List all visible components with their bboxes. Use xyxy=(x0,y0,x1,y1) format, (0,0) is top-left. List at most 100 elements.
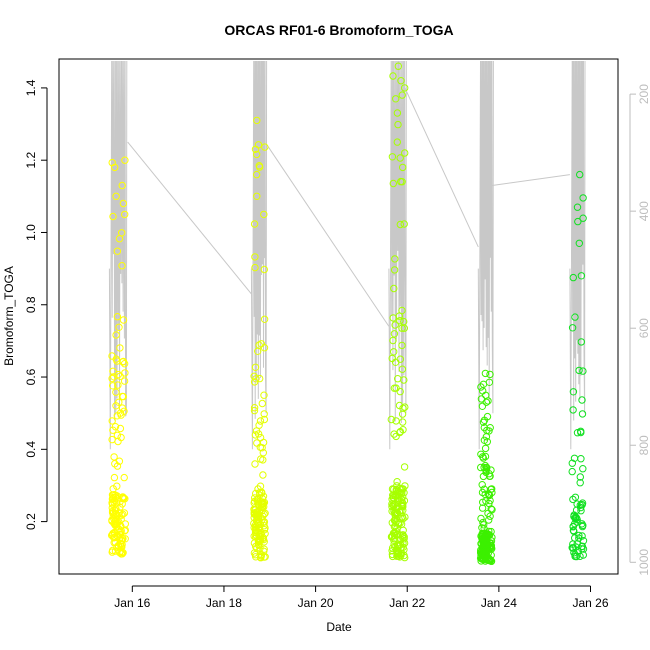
data-point xyxy=(118,550,127,558)
y-tick-label: 0.4 xyxy=(24,441,38,458)
data-point xyxy=(579,465,587,473)
data-point xyxy=(568,324,577,332)
data-point xyxy=(478,481,486,489)
data-point xyxy=(399,163,407,172)
data-point xyxy=(120,407,128,415)
data-point xyxy=(575,366,583,375)
data-point xyxy=(121,156,129,164)
data-point xyxy=(251,494,259,502)
data-point xyxy=(577,272,586,280)
data-point xyxy=(120,473,128,482)
data-point xyxy=(259,518,267,526)
data-point xyxy=(399,531,407,539)
data-point xyxy=(571,493,580,501)
y-tick-label: 1.4 xyxy=(24,79,38,96)
data-point xyxy=(481,490,489,499)
plot-frame xyxy=(58,58,619,575)
data-point xyxy=(391,321,399,329)
data-point xyxy=(572,552,581,561)
data-point xyxy=(387,415,395,424)
data-point xyxy=(477,540,485,548)
data-point xyxy=(250,505,258,513)
data-point xyxy=(113,462,122,470)
data-point xyxy=(576,552,584,560)
data-point xyxy=(109,367,117,375)
data-point xyxy=(399,485,407,493)
data-point xyxy=(110,491,118,499)
data-point xyxy=(387,533,396,541)
data-point xyxy=(573,203,582,211)
data-point xyxy=(111,423,120,431)
data-point xyxy=(396,220,404,229)
data-point xyxy=(254,528,262,536)
x-tick-label: Jan 20 xyxy=(298,596,334,610)
data-point xyxy=(480,416,489,424)
data-point xyxy=(118,262,126,270)
data-point xyxy=(396,317,404,325)
data-point xyxy=(396,536,404,544)
data-point xyxy=(259,449,267,457)
data-point xyxy=(482,533,490,542)
data-point xyxy=(108,352,116,360)
data-point xyxy=(401,513,409,521)
flight-4-points xyxy=(476,369,496,565)
data-point xyxy=(394,62,402,70)
data-point xyxy=(253,150,261,159)
y-tick-label: 0.2 xyxy=(24,513,38,530)
data-point xyxy=(108,516,116,524)
data-point xyxy=(571,313,579,321)
data-point xyxy=(257,498,266,506)
data-point xyxy=(118,392,127,401)
data-point xyxy=(390,284,398,293)
data-point xyxy=(575,239,583,248)
data-point xyxy=(258,399,266,408)
data-point xyxy=(485,555,493,563)
data-point xyxy=(396,428,404,437)
data-point xyxy=(108,531,116,540)
flight-2-points xyxy=(250,116,269,562)
data-point xyxy=(253,116,261,125)
data-point xyxy=(477,395,486,403)
y2-tick-label: 400 xyxy=(637,201,650,221)
data-point xyxy=(479,380,488,388)
data-point xyxy=(569,406,577,414)
data-point xyxy=(253,521,261,529)
data-point xyxy=(108,507,117,515)
data-point xyxy=(261,143,269,151)
data-point xyxy=(112,520,121,528)
data-point xyxy=(400,317,408,326)
data-point xyxy=(401,84,409,92)
data-point xyxy=(115,457,124,465)
data-point xyxy=(390,266,399,274)
data-point xyxy=(568,467,576,476)
x-axis: Jan 16 Jan 18 Jan 20 Jan 22 Jan 24 Jan 26 xyxy=(114,585,609,610)
data-point xyxy=(481,555,490,564)
data-point xyxy=(251,363,260,371)
data-point xyxy=(115,235,124,243)
data-point xyxy=(119,199,128,208)
data-point xyxy=(260,391,268,399)
x-tick-label: Jan 26 xyxy=(572,596,608,610)
data-point xyxy=(392,95,400,103)
data-point xyxy=(110,473,119,482)
data-point xyxy=(393,478,401,486)
data-point xyxy=(392,384,400,392)
data-point xyxy=(111,163,119,172)
data-point xyxy=(573,429,582,437)
data-point xyxy=(400,497,409,505)
data-point xyxy=(393,109,402,117)
data-point xyxy=(399,526,407,534)
data-point xyxy=(119,316,128,324)
data-point xyxy=(482,391,490,399)
data-point xyxy=(117,433,125,442)
data-point xyxy=(251,263,259,272)
data-point xyxy=(478,504,487,512)
data-point xyxy=(390,348,398,356)
y-tick-label: 0.6 xyxy=(24,368,38,385)
data-point xyxy=(486,539,494,547)
data-point xyxy=(259,456,267,464)
data-point xyxy=(401,403,409,411)
data-point xyxy=(397,77,405,85)
data-point xyxy=(397,177,405,186)
data-point xyxy=(480,485,488,493)
